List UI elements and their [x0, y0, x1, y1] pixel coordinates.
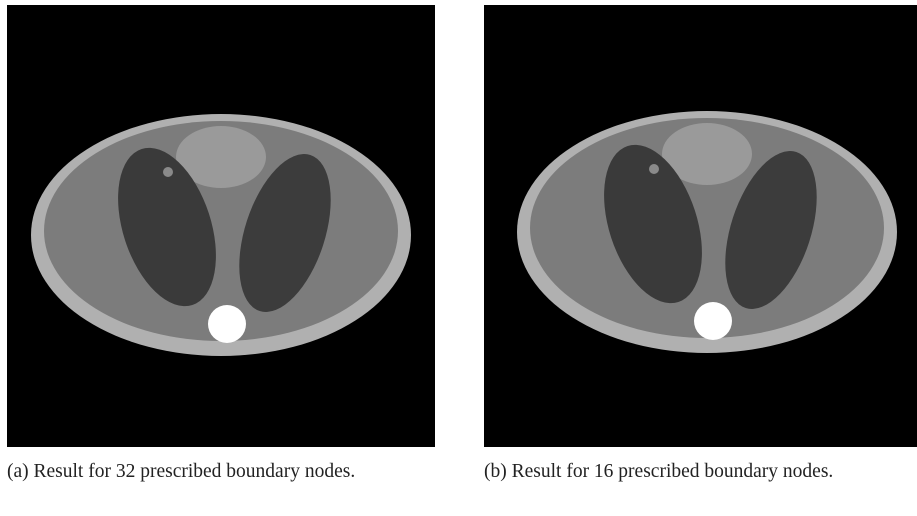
phantom-image-b [484, 5, 917, 447]
caption: (b) Result for 16 prescribed boundary no… [484, 460, 917, 483]
page: (a) Result for 32 prescribed boundary no… [0, 0, 917, 516]
caption: (a) Result for 32 prescribed boundary no… [7, 460, 447, 483]
phantom-image-a [7, 5, 435, 447]
